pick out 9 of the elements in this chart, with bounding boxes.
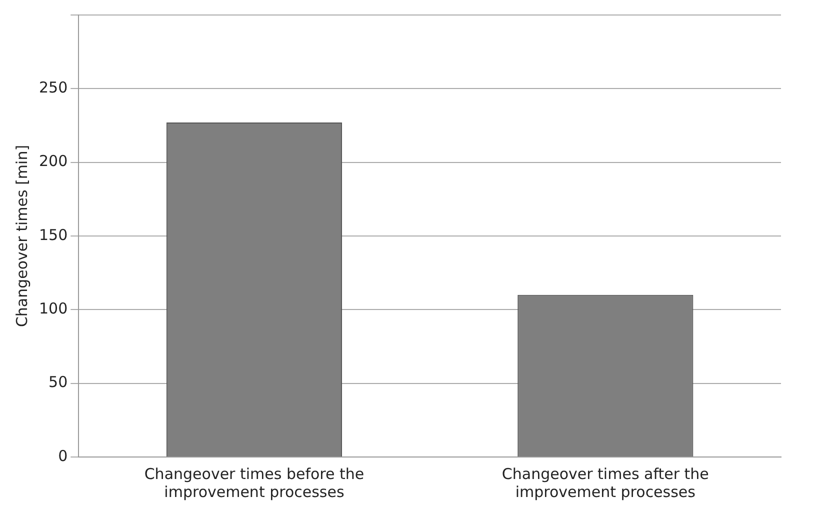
y-axis-title: Changeover times [min] (12, 144, 31, 328)
y-tick-label: 200 (38, 152, 68, 170)
y-tick-label: 100 (38, 300, 68, 318)
y-tick-label: 0 (58, 446, 68, 465)
y-tick-label: 250 (38, 78, 68, 97)
y-tick-label: 50 (48, 373, 68, 392)
x-tick-label: Changeover times before the improvement processes (144, 464, 364, 501)
x-tick-label: Changeover times after the improvement processes (502, 464, 709, 501)
y-tick-label: 150 (38, 226, 68, 244)
